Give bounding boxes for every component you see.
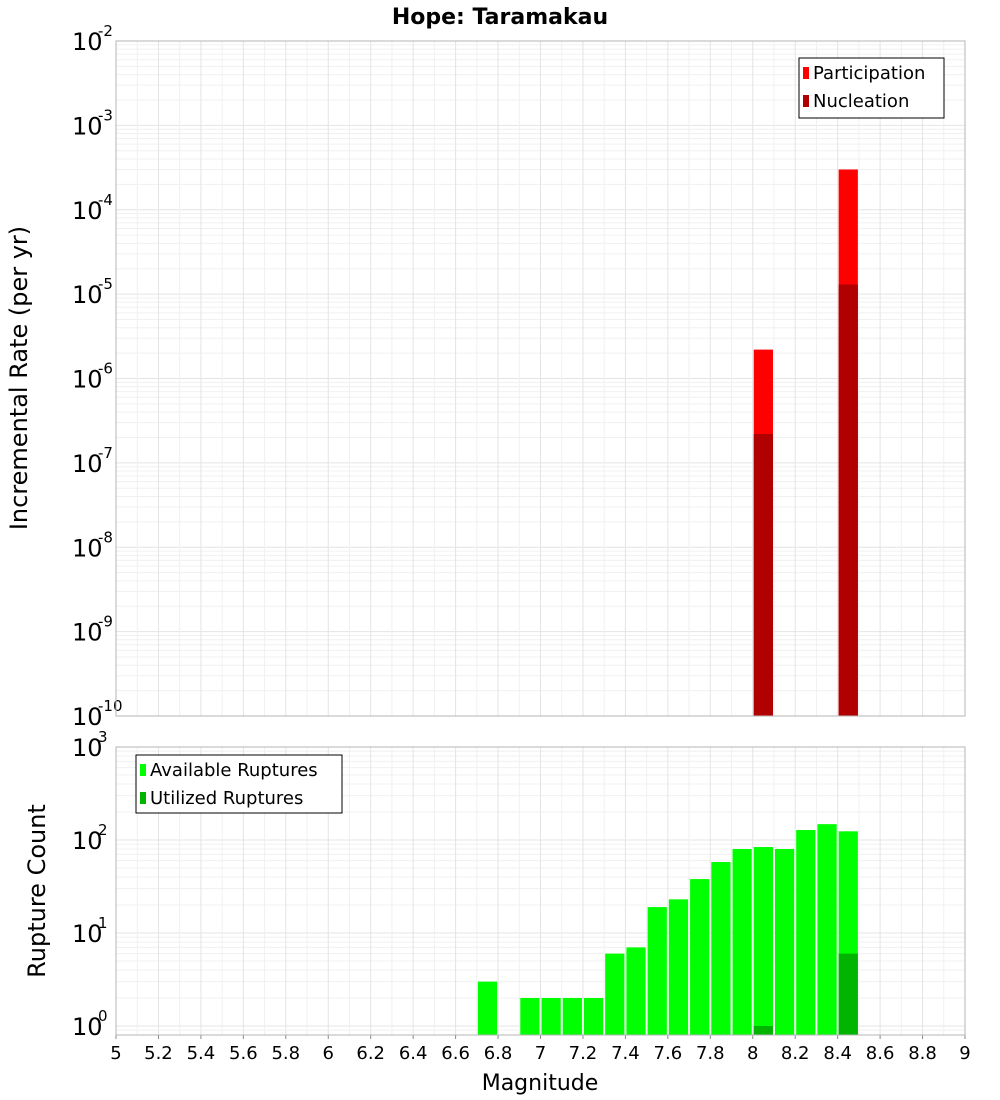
bar-available-ruptures — [605, 953, 625, 1035]
y-tick-exponent: -9 — [98, 613, 113, 631]
bottom-plot-border — [115, 746, 966, 1036]
x-tick-label: 8.8 — [908, 1043, 937, 1064]
bar-nucleation — [753, 433, 773, 716]
y-tick-label: 10 — [72, 734, 103, 762]
legend-swatch-utilized-ruptures — [140, 792, 146, 804]
x-tick-label: 6.6 — [441, 1043, 470, 1064]
top-legend-box — [798, 57, 945, 119]
x-tick-label: 8.2 — [781, 1043, 810, 1064]
bar-available-ruptures — [562, 997, 582, 1035]
bar-available-ruptures — [647, 907, 667, 1035]
y-tick-exponent: -4 — [98, 191, 113, 209]
legend-label-participation: Participation — [813, 63, 925, 84]
bar-available-ruptures — [817, 824, 837, 1035]
x-tick-label: 7.2 — [569, 1043, 598, 1064]
y-tick-exponent: -6 — [98, 360, 113, 378]
chart-title: Hope: Taramakau — [392, 5, 608, 30]
y-tick-exponent: 1 — [98, 914, 108, 932]
y-tick-exponent: -10 — [98, 697, 123, 715]
bar-utilized-ruptures — [753, 1025, 773, 1035]
x-tick-label: 6 — [323, 1043, 334, 1064]
top-y-axis-label: Incremental Rate (per yr) — [5, 226, 33, 530]
x-tick-label: 6.2 — [356, 1043, 385, 1064]
y-tick-exponent: -7 — [98, 444, 113, 462]
bar-available-ruptures — [690, 879, 710, 1035]
top-bars — [753, 169, 858, 716]
x-tick-label: 7.6 — [654, 1043, 683, 1064]
legend-label-utilized-ruptures: Utilized Ruptures — [150, 788, 303, 809]
bottom-y-axis-label: Rupture Count — [23, 804, 51, 978]
bar-available-ruptures — [711, 861, 731, 1035]
bar-available-ruptures — [626, 947, 646, 1035]
x-tick-label: 7.4 — [611, 1043, 640, 1064]
x-tick-label: 8 — [747, 1043, 758, 1064]
top-legend: Participation Nucleation — [798, 57, 945, 119]
bar-available-ruptures — [732, 849, 752, 1035]
bar-available-ruptures — [753, 847, 773, 1035]
x-tick-label: 6.4 — [399, 1043, 428, 1064]
legend-swatch-available-ruptures — [140, 764, 146, 776]
y-tick-label: 10 — [72, 28, 103, 56]
bar-available-ruptures — [668, 899, 689, 1035]
bar-available-ruptures — [541, 997, 561, 1035]
x-tick-label: 7 — [535, 1043, 546, 1064]
bar-available-ruptures — [520, 997, 540, 1035]
bar-available-ruptures — [477, 981, 498, 1035]
y-tick-label: 10 — [72, 619, 103, 647]
y-tick-label: 10 — [72, 197, 103, 225]
y-tick-exponent: -3 — [98, 106, 113, 124]
x-tick-label: 5.4 — [187, 1043, 216, 1064]
y-tick-exponent: 2 — [98, 821, 108, 839]
bottom-x-ticks: 5 5.2 5.4 5.6 5.8 6 6.2 6.4 6.6 6.8 7 7.2 7.4 7.6 7.8 8… — [110, 1035, 971, 1064]
legend-label-available-ruptures: Available Ruptures — [150, 760, 318, 781]
y-tick-exponent: -5 — [98, 275, 113, 293]
bar-nucleation — [838, 284, 858, 716]
bar-available-ruptures — [583, 997, 604, 1035]
y-tick-label: 10 — [72, 534, 103, 562]
y-tick-label: 10 — [72, 112, 103, 140]
bottom-legend-box — [135, 754, 343, 814]
bottom-legend: Available Ruptures Utilized Ruptures — [135, 754, 343, 814]
x-tick-label: 5 — [110, 1043, 121, 1064]
y-tick-label: 10 — [72, 920, 103, 948]
x-tick-label: 7.8 — [696, 1043, 725, 1064]
x-tick-label: 9 — [959, 1043, 970, 1064]
x-tick-label: 5.8 — [271, 1043, 300, 1064]
top-grid — [115, 40, 966, 717]
bottom-bars — [477, 824, 858, 1035]
bar-available-ruptures — [796, 830, 816, 1035]
y-tick-label: 10 — [72, 1013, 103, 1041]
bar-available-ruptures — [774, 849, 795, 1035]
legend-swatch-participation — [803, 67, 809, 79]
x-tick-label: 5.6 — [229, 1043, 258, 1064]
x-tick-label: 5.2 — [144, 1043, 173, 1064]
y-tick-label: 10 — [72, 827, 103, 855]
y-tick-label: 10 — [72, 366, 103, 394]
y-tick-exponent: 3 — [98, 728, 108, 746]
top-plot-border — [115, 40, 966, 717]
y-tick-label: 10 — [72, 281, 103, 309]
y-tick-exponent: 0 — [98, 1007, 108, 1025]
y-tick-label: 10 — [72, 703, 103, 731]
legend-label-nucleation: Nucleation — [813, 91, 909, 112]
x-tick-label: 8.6 — [866, 1043, 895, 1064]
x-tick-label: 8.4 — [823, 1043, 852, 1064]
y-tick-label: 10 — [72, 450, 103, 478]
bar-utilized-ruptures — [838, 953, 858, 1035]
x-tick-label: 6.8 — [484, 1043, 513, 1064]
legend-swatch-nucleation — [803, 95, 809, 107]
x-axis-label: Magnitude — [482, 1071, 599, 1096]
y-tick-exponent: -2 — [98, 22, 113, 40]
y-tick-exponent: -8 — [98, 528, 113, 546]
